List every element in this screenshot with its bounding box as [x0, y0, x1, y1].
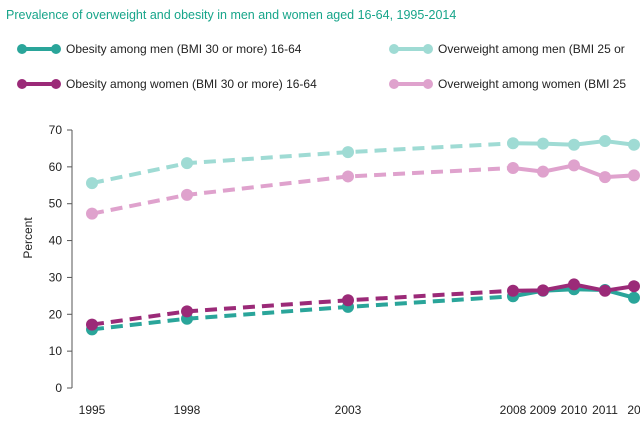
x-tick-label: 2011 — [592, 403, 618, 417]
series-line-dashed — [91, 141, 514, 186]
data-point — [86, 177, 98, 190]
legend-label-obesity-men: Obesity among men (BMI 30 or more) 16-64 — [66, 42, 302, 56]
x-tick-label: 2008 — [500, 403, 527, 417]
data-point — [568, 138, 580, 151]
data-point — [628, 291, 640, 304]
chart-title: Prevalence of overweight and obesity in … — [6, 8, 457, 22]
data-point — [537, 165, 549, 178]
data-point — [599, 171, 611, 184]
series-2 — [86, 278, 640, 331]
y-tick-label: 50 — [49, 197, 63, 211]
y-tick-label: 40 — [49, 234, 63, 248]
legend-marker-overweight-men — [389, 44, 433, 54]
legend-label-overweight-women: Overweight among women (BMI 25 — [438, 77, 627, 91]
data-point — [628, 280, 640, 293]
data-point — [181, 305, 193, 318]
legend-marker-overweight-women — [389, 79, 433, 89]
legend-marker-obesity-women — [17, 79, 61, 89]
legend-item-overweight-men: Overweight among men (BMI 25 or — [388, 42, 625, 56]
data-point — [628, 169, 640, 182]
data-point — [342, 170, 354, 183]
series-0 — [86, 283, 640, 336]
data-point — [181, 188, 193, 201]
y-tick-label: 60 — [49, 160, 63, 174]
y-tick-label: 20 — [49, 307, 63, 321]
x-tick-label: 2009 — [530, 403, 557, 417]
data-point — [628, 138, 640, 151]
y-tick-label: 0 — [55, 381, 62, 395]
data-point — [507, 284, 519, 297]
data-point — [507, 161, 519, 174]
data-point — [181, 157, 193, 170]
y-axis-label: Percent — [21, 217, 35, 259]
x-tick-label: 1998 — [174, 403, 201, 417]
y-tick-label: 10 — [49, 344, 63, 358]
legend-marker-obesity-men — [17, 44, 61, 54]
data-point — [507, 137, 519, 150]
data-point — [599, 135, 611, 148]
data-point — [568, 278, 580, 291]
legend-label-overweight-men: Overweight among men (BMI 25 or — [438, 42, 625, 56]
legend-label-obesity-women: Obesity among women (BMI 30 or more) 16-… — [66, 77, 317, 91]
y-tick-label: 70 — [49, 123, 63, 137]
legend-item-overweight-women: Overweight among women (BMI 25 — [388, 77, 626, 91]
series-line-dashed — [91, 288, 514, 327]
x-tick-label: 2010 — [561, 403, 588, 417]
data-point — [568, 159, 580, 172]
data-point — [537, 137, 549, 150]
x-tick-label: 2003 — [335, 403, 362, 417]
data-point — [537, 284, 549, 297]
series-1 — [86, 135, 640, 190]
series-3 — [86, 159, 640, 220]
data-point — [599, 284, 611, 297]
data-point — [342, 294, 354, 307]
legend-item-obesity-women: Obesity among women (BMI 30 or more) 16-… — [16, 77, 317, 91]
x-tick-label: 20 — [627, 403, 640, 417]
legend-item-obesity-men: Obesity among men (BMI 30 or more) 16-64 — [16, 42, 301, 56]
series-line-dashed — [91, 294, 514, 332]
data-point — [342, 146, 354, 159]
data-point — [86, 207, 98, 220]
data-point — [86, 318, 98, 331]
series-line-dashed — [91, 165, 514, 216]
x-tick-label: 1995 — [79, 403, 106, 417]
y-tick-label: 30 — [49, 270, 63, 284]
